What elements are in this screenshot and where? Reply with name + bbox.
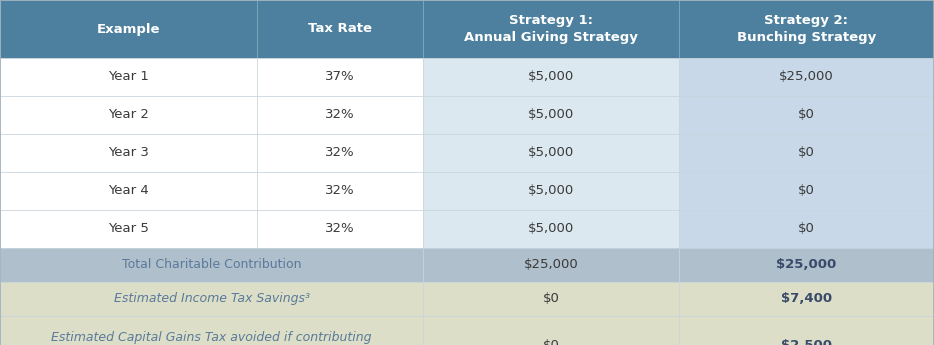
Bar <box>257 210 423 248</box>
Text: Year 3: Year 3 <box>108 147 149 159</box>
Text: Estimated Capital Gains Tax avoided if contributing
appreciated securities⁴: Estimated Capital Gains Tax avoided if c… <box>51 331 372 345</box>
Bar <box>423 210 678 248</box>
Text: $0: $0 <box>798 108 814 121</box>
Text: 32%: 32% <box>325 147 355 159</box>
Text: $0: $0 <box>798 185 814 197</box>
Text: Example: Example <box>97 22 160 36</box>
Bar <box>423 96 678 134</box>
Bar <box>423 134 678 172</box>
Text: $2,500: $2,500 <box>781 339 832 345</box>
Bar <box>0 134 257 172</box>
Bar <box>257 0 423 58</box>
Bar <box>257 172 423 210</box>
Text: $25,000: $25,000 <box>779 70 834 83</box>
Bar <box>678 210 934 248</box>
Text: Year 2: Year 2 <box>108 108 149 121</box>
Bar <box>0 96 257 134</box>
Text: $0: $0 <box>798 223 814 236</box>
Text: $5,000: $5,000 <box>528 185 574 197</box>
Text: $0: $0 <box>798 147 814 159</box>
Bar <box>423 282 678 316</box>
Bar <box>678 134 934 172</box>
Bar <box>678 282 934 316</box>
Text: 32%: 32% <box>325 223 355 236</box>
Bar <box>0 210 257 248</box>
Text: Estimated Income Tax Savings³: Estimated Income Tax Savings³ <box>114 293 309 306</box>
Text: Strategy 1:
Annual Giving Strategy: Strategy 1: Annual Giving Strategy <box>464 14 638 44</box>
Bar <box>678 316 934 345</box>
Text: $5,000: $5,000 <box>528 70 574 83</box>
Bar <box>678 58 934 96</box>
Text: $25,000: $25,000 <box>776 258 837 272</box>
Text: $0: $0 <box>543 293 559 306</box>
Text: Year 5: Year 5 <box>108 223 149 236</box>
Bar <box>257 134 423 172</box>
Text: 32%: 32% <box>325 185 355 197</box>
Bar <box>423 0 678 58</box>
Bar <box>0 316 423 345</box>
Text: $5,000: $5,000 <box>528 223 574 236</box>
Text: $5,000: $5,000 <box>528 108 574 121</box>
Text: Strategy 2:
Bunching Strategy: Strategy 2: Bunching Strategy <box>737 14 876 44</box>
Bar <box>0 172 257 210</box>
Bar <box>257 58 423 96</box>
Bar <box>678 0 934 58</box>
Text: Tax Rate: Tax Rate <box>308 22 372 36</box>
Bar <box>0 282 423 316</box>
Bar <box>0 248 423 282</box>
Text: 37%: 37% <box>325 70 355 83</box>
Text: $0: $0 <box>543 339 559 345</box>
Bar <box>423 172 678 210</box>
Bar <box>678 248 934 282</box>
Bar <box>257 96 423 134</box>
Bar <box>0 0 257 58</box>
Bar <box>678 96 934 134</box>
Text: $5,000: $5,000 <box>528 147 574 159</box>
Text: $7,400: $7,400 <box>781 293 832 306</box>
Bar <box>423 248 678 282</box>
Bar <box>423 58 678 96</box>
Bar <box>678 172 934 210</box>
Text: Year 1: Year 1 <box>108 70 149 83</box>
Text: Total Charitable Contribution: Total Charitable Contribution <box>121 258 302 272</box>
Text: 32%: 32% <box>325 108 355 121</box>
Text: $25,000: $25,000 <box>523 258 578 272</box>
Bar <box>423 316 678 345</box>
Bar <box>0 58 257 96</box>
Text: Year 4: Year 4 <box>108 185 149 197</box>
